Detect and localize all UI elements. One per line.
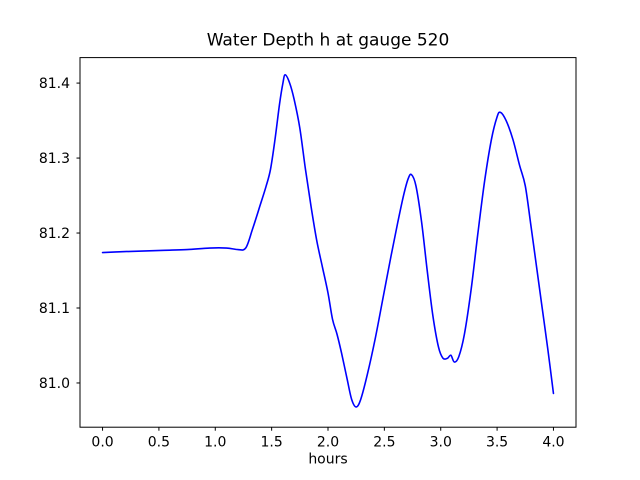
x-tick-label: 1.0 [204,435,226,451]
depth-line-series [101,74,555,408]
x-tick-label: 3.5 [486,435,508,451]
chart-title: Water Depth h at gauge 520 [207,31,450,51]
x-tick-label: 0.0 [91,435,113,451]
x-tick-label: 1.5 [261,435,283,451]
x-tick-label: 2.0 [317,435,339,451]
x-tick-label: 3.0 [430,435,452,451]
x-tick-label: 2.5 [373,435,395,451]
x-axis-label: hours [308,452,347,468]
y-tick-label: 81.4 [39,76,70,92]
x-axis-ticks: 0.0 0.5 1.0 1.5 2.0 2.5 3.0 3.5 4.0 [91,427,565,451]
x-tick-label: 0.5 [148,435,170,451]
x-tick-label: 4.0 [542,435,564,451]
y-tick-label: 81.0 [39,376,70,392]
y-tick-label: 81.1 [39,301,70,317]
y-tick-label: 81.3 [39,151,70,167]
y-tick-label: 81.2 [39,226,70,242]
y-axis-ticks: 81.0 81.1 81.2 81.3 81.4 [39,76,80,392]
